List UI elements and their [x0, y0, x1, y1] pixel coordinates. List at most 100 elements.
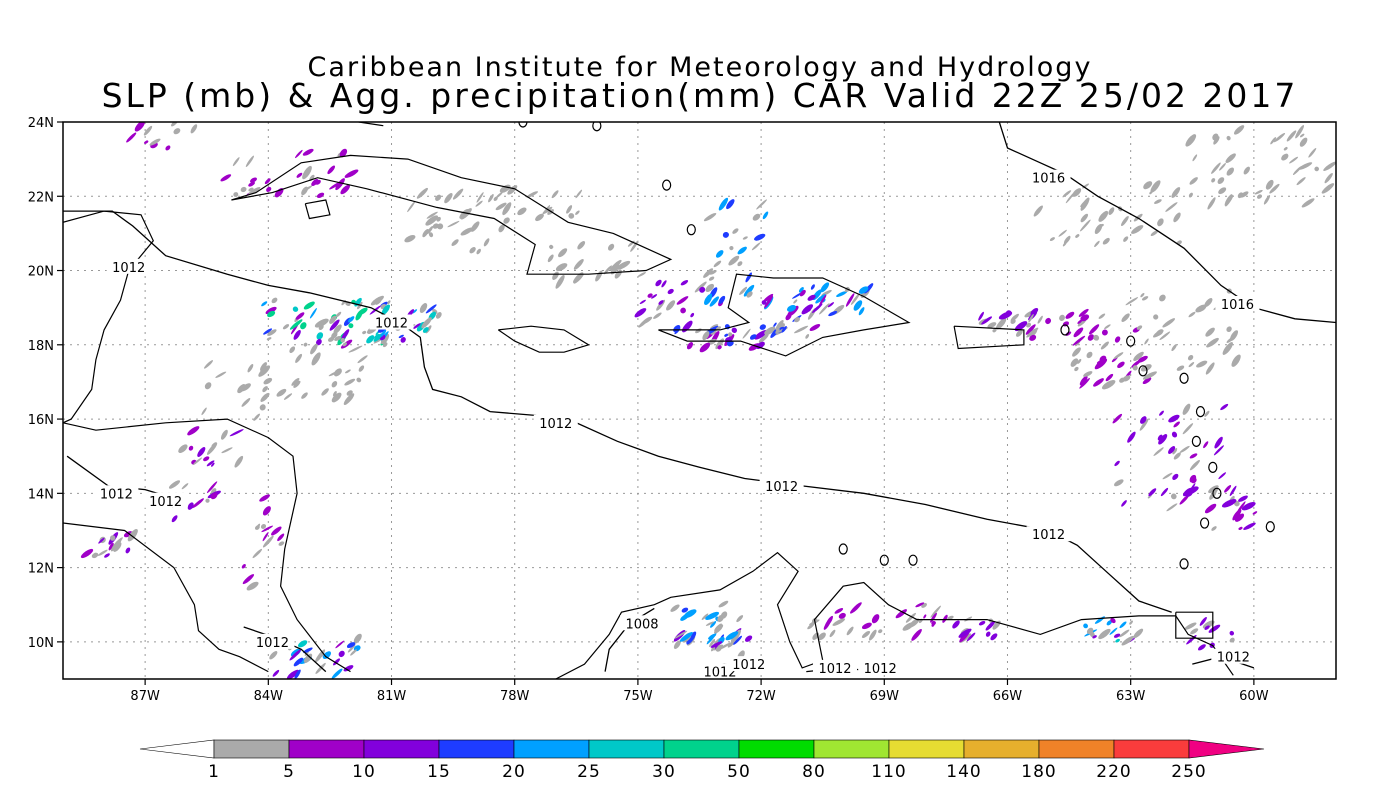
precip-blob: [1225, 153, 1236, 163]
precip-blob: [303, 301, 315, 310]
precip-blob: [206, 460, 215, 467]
precip-blob: [1204, 503, 1217, 514]
precip-blob: [1010, 319, 1016, 324]
precip-blob: [717, 345, 722, 350]
precip-blob: [260, 392, 270, 402]
precip-blob: [834, 608, 844, 614]
precip-blob: [165, 145, 171, 151]
precip-blob: [871, 614, 880, 624]
precip-blob: [794, 317, 800, 323]
precip-blob: [709, 270, 717, 275]
precip-blob: [322, 651, 332, 659]
precip-blob: [1119, 621, 1127, 629]
precip-blob: [717, 614, 724, 623]
precip-blob: [350, 649, 357, 656]
lon-tick-label: 69W: [870, 689, 900, 704]
precip-blob: [80, 548, 94, 559]
precip-blob: [282, 324, 290, 330]
precip-blob: [348, 345, 363, 353]
precip-blob: [1093, 334, 1100, 341]
precip-blob: [294, 149, 303, 159]
precip-blob: [1301, 198, 1315, 208]
precip-blob: [742, 236, 748, 240]
precip-blob: [476, 192, 484, 203]
isobar-label-bg: [369, 314, 414, 330]
precip-blob: [801, 304, 814, 315]
isobar-label: 1012: [864, 662, 897, 677]
precip-blob: [173, 128, 181, 135]
precip-blob: [339, 148, 348, 158]
precip-blob: [332, 658, 341, 666]
precip-blob: [357, 355, 368, 364]
precip-blob: [301, 185, 313, 193]
precip-blob: [653, 312, 662, 319]
island-outline: [908, 554, 918, 566]
island-outline: [1265, 521, 1275, 533]
precip-blob: [127, 529, 138, 542]
precip-blob: [1286, 130, 1297, 142]
precip-blob: [215, 371, 227, 378]
precip-blob: [1077, 319, 1083, 324]
precip-blob: [502, 202, 512, 216]
precip-blob: [262, 506, 271, 516]
precip-blob: [1189, 474, 1197, 483]
precip-blob: [754, 329, 768, 340]
precip-blob: [722, 231, 729, 238]
precip-blob: [113, 542, 122, 552]
lat-tick-label: 24N: [28, 116, 54, 131]
precip-blob: [1238, 495, 1248, 502]
precip-blob: [1189, 177, 1198, 185]
coastline-cuba: [231, 154, 673, 275]
precip-blob: [380, 333, 390, 345]
precip-blob: [1172, 473, 1179, 480]
island-outline: [1195, 406, 1206, 418]
precip-blob: [1323, 161, 1336, 171]
colorbar-label: 25: [577, 762, 601, 782]
precip-blob: [266, 337, 272, 341]
lat-tick-label: 16N: [28, 413, 54, 428]
precip-blob: [340, 184, 350, 195]
precip-blob: [1149, 190, 1153, 195]
precip-blob: [1093, 378, 1104, 387]
isobar-label: 1012: [149, 495, 182, 510]
precip-blob: [764, 326, 776, 335]
precip-blob: [1158, 434, 1168, 445]
precip-blob: [1157, 218, 1164, 227]
precip-blob: [1187, 355, 1194, 361]
precip-blob: [827, 302, 835, 308]
precip-blob: [283, 393, 293, 400]
precip-blob: [517, 207, 527, 216]
precip-blob: [1153, 314, 1159, 320]
precip-blob: [829, 629, 836, 638]
precip-blob: [1204, 410, 1210, 417]
precip-blob: [343, 665, 354, 672]
precip-blob: [794, 325, 809, 334]
precip-blob: [419, 303, 428, 313]
precip-blob: [329, 181, 342, 190]
precip-blob: [292, 306, 299, 312]
precip-blob: [1204, 625, 1210, 630]
axis-ticks: 87W 84W 81W 78W 75W 72W 69W 66W 63W 60W 10N 12N 14N 1…: [28, 116, 1269, 704]
precip-blob: [1104, 324, 1111, 330]
precip-blob: [1121, 500, 1127, 507]
precip-blob: [703, 212, 717, 222]
precip-blob: [331, 381, 338, 388]
precip-blob: [745, 272, 752, 283]
precip-blob: [1162, 318, 1176, 328]
precip-blob: [295, 312, 305, 320]
precip-blob: [1049, 237, 1055, 242]
precip-blob: [204, 382, 212, 390]
precip-blob: [205, 498, 210, 503]
precip-blob: [271, 526, 282, 536]
isobar-label: 1008: [625, 617, 658, 632]
precip-blob: [459, 208, 470, 219]
precip-blob: [1078, 308, 1089, 317]
precip-blob: [1226, 135, 1231, 141]
precip-blob: [634, 308, 647, 318]
precip-blob: [911, 628, 922, 641]
precip-blob: [952, 620, 960, 629]
precip-blob: [289, 319, 303, 330]
precip-blob: [1072, 188, 1082, 197]
lon-tick-label: 87W: [130, 689, 160, 704]
precip-blob: [1080, 314, 1090, 322]
